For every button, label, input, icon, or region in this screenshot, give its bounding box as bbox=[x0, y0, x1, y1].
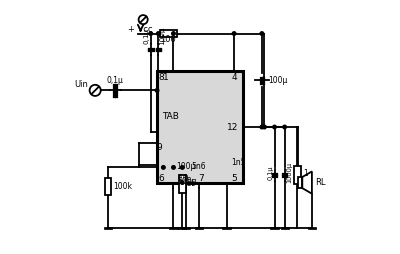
Bar bbox=[160, 30, 177, 37]
Text: 1000μ: 1000μ bbox=[286, 162, 292, 183]
Text: 12: 12 bbox=[227, 122, 238, 132]
Bar bbox=[104, 178, 111, 195]
Text: 100μ: 100μ bbox=[268, 76, 288, 85]
Text: 8: 8 bbox=[158, 73, 164, 82]
Circle shape bbox=[155, 89, 159, 92]
Circle shape bbox=[273, 125, 276, 129]
Text: 0,1μ: 0,1μ bbox=[267, 165, 273, 180]
Circle shape bbox=[180, 181, 184, 184]
Circle shape bbox=[283, 125, 286, 129]
Text: 100: 100 bbox=[160, 35, 176, 44]
Text: 100k: 100k bbox=[113, 182, 132, 191]
Polygon shape bbox=[302, 171, 312, 194]
Circle shape bbox=[172, 32, 175, 35]
Circle shape bbox=[263, 125, 266, 129]
Text: 0,1μ: 0,1μ bbox=[107, 76, 124, 85]
Text: 1: 1 bbox=[304, 169, 308, 178]
Text: 10: 10 bbox=[178, 174, 189, 183]
Bar bbox=[298, 177, 302, 188]
Text: 500μ: 500μ bbox=[177, 177, 197, 186]
Text: 1: 1 bbox=[163, 73, 169, 82]
Bar bbox=[179, 175, 186, 193]
Circle shape bbox=[149, 32, 152, 35]
Text: Uin: Uin bbox=[74, 80, 88, 89]
Bar bbox=[294, 166, 300, 184]
Bar bbox=[157, 71, 243, 183]
Circle shape bbox=[260, 32, 264, 35]
Text: 100μ: 100μ bbox=[160, 27, 166, 45]
Text: 4: 4 bbox=[231, 73, 237, 82]
Text: 100μ: 100μ bbox=[176, 162, 196, 171]
Text: 9: 9 bbox=[156, 143, 162, 152]
Circle shape bbox=[232, 32, 236, 35]
Text: RL: RL bbox=[315, 178, 326, 187]
Circle shape bbox=[180, 166, 184, 169]
Circle shape bbox=[172, 166, 175, 169]
Text: 7: 7 bbox=[198, 174, 204, 183]
Circle shape bbox=[162, 166, 165, 169]
Text: + Vcc: + Vcc bbox=[128, 25, 152, 34]
Text: 6: 6 bbox=[158, 174, 164, 183]
Text: 1n5: 1n5 bbox=[232, 158, 246, 167]
Circle shape bbox=[260, 125, 264, 129]
Text: 5: 5 bbox=[231, 174, 237, 183]
Text: 5n6: 5n6 bbox=[192, 162, 206, 171]
Text: TAB: TAB bbox=[162, 113, 179, 121]
Text: 56: 56 bbox=[186, 179, 196, 188]
Circle shape bbox=[156, 32, 160, 35]
Text: 0,1μ: 0,1μ bbox=[144, 28, 150, 44]
